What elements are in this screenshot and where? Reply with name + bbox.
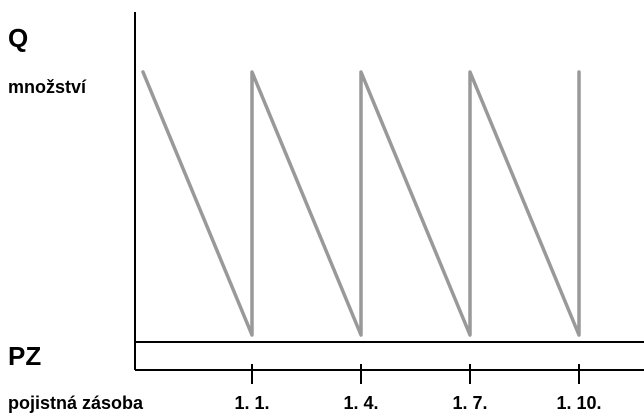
y-axis-subtitle: množství <box>8 77 87 97</box>
x-tick-label: 1. 4. <box>343 393 378 413</box>
series-group <box>141 70 581 337</box>
x-tick-label: 1. 7. <box>452 393 487 413</box>
x-tick-label: 1. 10. <box>556 393 601 413</box>
y-axis-title: Q <box>8 23 28 53</box>
series-line-0 <box>141 70 581 337</box>
tick-group: 1. 1. 1. 4. 1. 7. 1. 10. <box>234 364 602 413</box>
baseline-label: PZ <box>8 341 41 371</box>
baseline-sublabel: pojistná zásoba <box>8 393 144 413</box>
x-tick-label: 1. 1. <box>234 393 269 413</box>
